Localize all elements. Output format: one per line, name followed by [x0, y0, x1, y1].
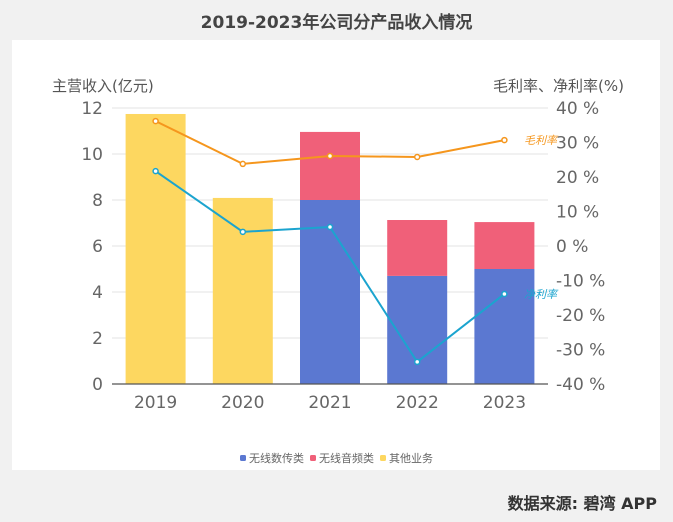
bar-其他业务-2020: [212, 197, 273, 384]
point-净利率-2023: [501, 290, 508, 298]
left-tick-label: 2: [92, 329, 103, 349]
right-tick-label: 30 %: [556, 134, 599, 154]
right-axis-title: 毛利率、净利率(%): [493, 77, 624, 95]
x-tick-label: 2020: [221, 393, 264, 413]
chart-title: 2019-2023年公司分产品收入情况: [200, 13, 473, 33]
x-tick-label: 2019: [134, 393, 177, 413]
bar-无线音频类-2021: [300, 131, 360, 200]
x-tick-label: 2021: [308, 393, 351, 413]
point-毛利率-2020: [239, 160, 247, 168]
legend-marker: [310, 455, 316, 461]
right-tick-label: 0 %: [556, 237, 588, 257]
left-tick-label: 6: [92, 237, 103, 257]
right-tick-label: -30 %: [556, 341, 605, 361]
left-tick-label: 0: [92, 375, 103, 395]
right-tick-label: 40 %: [556, 99, 599, 119]
bar-无线音频类-2023: [474, 222, 535, 269]
left-tick-label: 4: [92, 283, 103, 303]
data-source: 数据来源: 碧湾 APP: [507, 494, 657, 513]
line-label-净利率: 净利率: [524, 288, 559, 301]
bar-其他业务-2019: [125, 113, 186, 384]
right-tick-label: -10 %: [556, 272, 605, 292]
right-tick-label: -40 %: [556, 375, 605, 395]
left-tick-label: 8: [92, 191, 103, 211]
legend-marker: [240, 455, 246, 461]
point-净利率-2022: [413, 358, 421, 366]
point-毛利率-2023: [501, 136, 508, 144]
left-axis-title: 主营收入(亿元): [52, 77, 154, 95]
point-净利率-2021: [326, 223, 334, 231]
legend-item: 无线音频类: [319, 451, 374, 465]
bar-无线数传类-2021: [300, 200, 360, 384]
point-毛利率-2019: [152, 117, 159, 125]
point-净利率-2019: [152, 167, 159, 175]
point-毛利率-2021: [326, 152, 334, 160]
point-毛利率-2022: [413, 153, 421, 161]
line-label-毛利率: 毛利率: [524, 134, 559, 147]
legend-marker: [380, 455, 386, 461]
left-tick-label: 12: [81, 99, 103, 119]
right-tick-label: 10 %: [556, 203, 599, 223]
legend-item: 其他业务: [389, 452, 433, 465]
x-tick-label: 2022: [396, 393, 439, 413]
bar-无线音频类-2022: [387, 220, 448, 276]
legend-item: 无线数传类: [249, 451, 304, 465]
left-tick-label: 10: [81, 145, 103, 165]
right-tick-label: 20 %: [556, 168, 599, 188]
right-tick-label: -20 %: [556, 306, 605, 326]
bar-无线数传类-2023: [474, 269, 535, 384]
x-tick-label: 2023: [483, 393, 526, 413]
point-净利率-2020: [239, 228, 247, 236]
